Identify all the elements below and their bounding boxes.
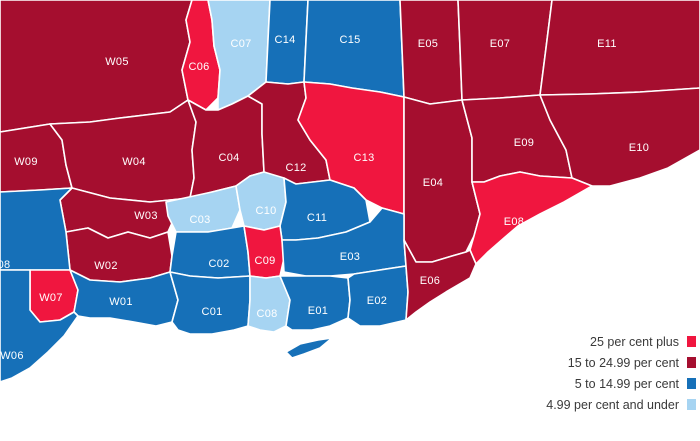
district-label-E05: E05 <box>418 38 438 50</box>
district-label-C02: C02 <box>208 258 229 270</box>
district-label-E07: E07 <box>490 38 510 50</box>
district-E05 <box>399 0 463 105</box>
district-label-C12: C12 <box>285 162 306 174</box>
district-C09 <box>243 225 285 279</box>
district-E11 <box>539 0 700 96</box>
district-label-W04: W04 <box>122 156 146 168</box>
district-C10 <box>235 171 287 231</box>
district-label-C11: C11 <box>307 212 327 224</box>
toronto-island-shape <box>285 337 333 359</box>
district-C08 <box>247 275 291 333</box>
district-label-E10: E10 <box>629 142 649 154</box>
district-label-E11: E11 <box>597 38 617 50</box>
legend-item: 15 to 24.99 per cent <box>466 352 696 373</box>
map-legend: 25 per cent plus 15 to 24.99 per cent 5 to… <box>466 331 696 415</box>
district-label-C06: C06 <box>188 61 209 73</box>
district-C13 <box>297 81 405 215</box>
legend-item: 5 to 14.99 per cent <box>466 373 696 394</box>
district-label-W01: W01 <box>109 296 133 308</box>
district-E01 <box>279 275 351 331</box>
legend-swatch <box>687 399 696 410</box>
district-C02 <box>169 225 251 279</box>
district-E07 <box>457 0 553 101</box>
legend-item: 4.99 per cent and under <box>466 394 696 415</box>
district-W02 <box>65 227 173 283</box>
district-label-C07: C07 <box>230 38 251 50</box>
district-label-E02: E02 <box>367 295 387 307</box>
legend-label: 4.99 per cent and under <box>546 397 679 412</box>
district-label-W08: 08 <box>0 259 10 271</box>
district-label-W03: W03 <box>134 210 158 222</box>
legend-item: 25 per cent plus <box>466 331 696 352</box>
district-label-E04: E04 <box>423 177 443 189</box>
district-label-C01: C01 <box>201 306 222 318</box>
district-label-C13: C13 <box>353 152 374 164</box>
district-label-C08: C08 <box>256 308 277 320</box>
district-E10 <box>539 87 700 187</box>
district-label-W02: W02 <box>94 260 118 272</box>
district-label-E08: E08 <box>504 216 524 228</box>
legend-swatch <box>687 357 696 368</box>
district-label-C03: C03 <box>189 214 210 226</box>
district-label-W06: W06 <box>0 350 24 362</box>
district-label-C15: C15 <box>339 34 360 46</box>
legend-swatch <box>687 336 696 347</box>
district-label-W07: W07 <box>39 292 63 304</box>
legend-label: 25 per cent plus <box>590 334 679 349</box>
district-label-E01: E01 <box>308 305 328 317</box>
district-label-C04: C04 <box>218 152 239 164</box>
district-label-E06: E06 <box>420 275 440 287</box>
district-label-W05: W05 <box>105 56 129 68</box>
district-label-E09: E09 <box>514 137 534 149</box>
district-label-W09: W09 <box>14 156 38 168</box>
district-E08 <box>469 171 593 265</box>
district-E06 <box>403 239 477 321</box>
district-W06-shape <box>0 269 79 383</box>
district-label-E03: E03 <box>340 251 360 263</box>
legend-label: 5 to 14.99 per cent <box>574 376 679 391</box>
district-C01 <box>169 271 251 335</box>
district-label-C09: C09 <box>254 255 275 267</box>
district-label-C14: C14 <box>274 34 295 46</box>
legend-swatch <box>687 378 696 389</box>
district-label-C10: C10 <box>255 205 276 217</box>
legend-label: 15 to 24.99 per cent <box>567 355 679 370</box>
